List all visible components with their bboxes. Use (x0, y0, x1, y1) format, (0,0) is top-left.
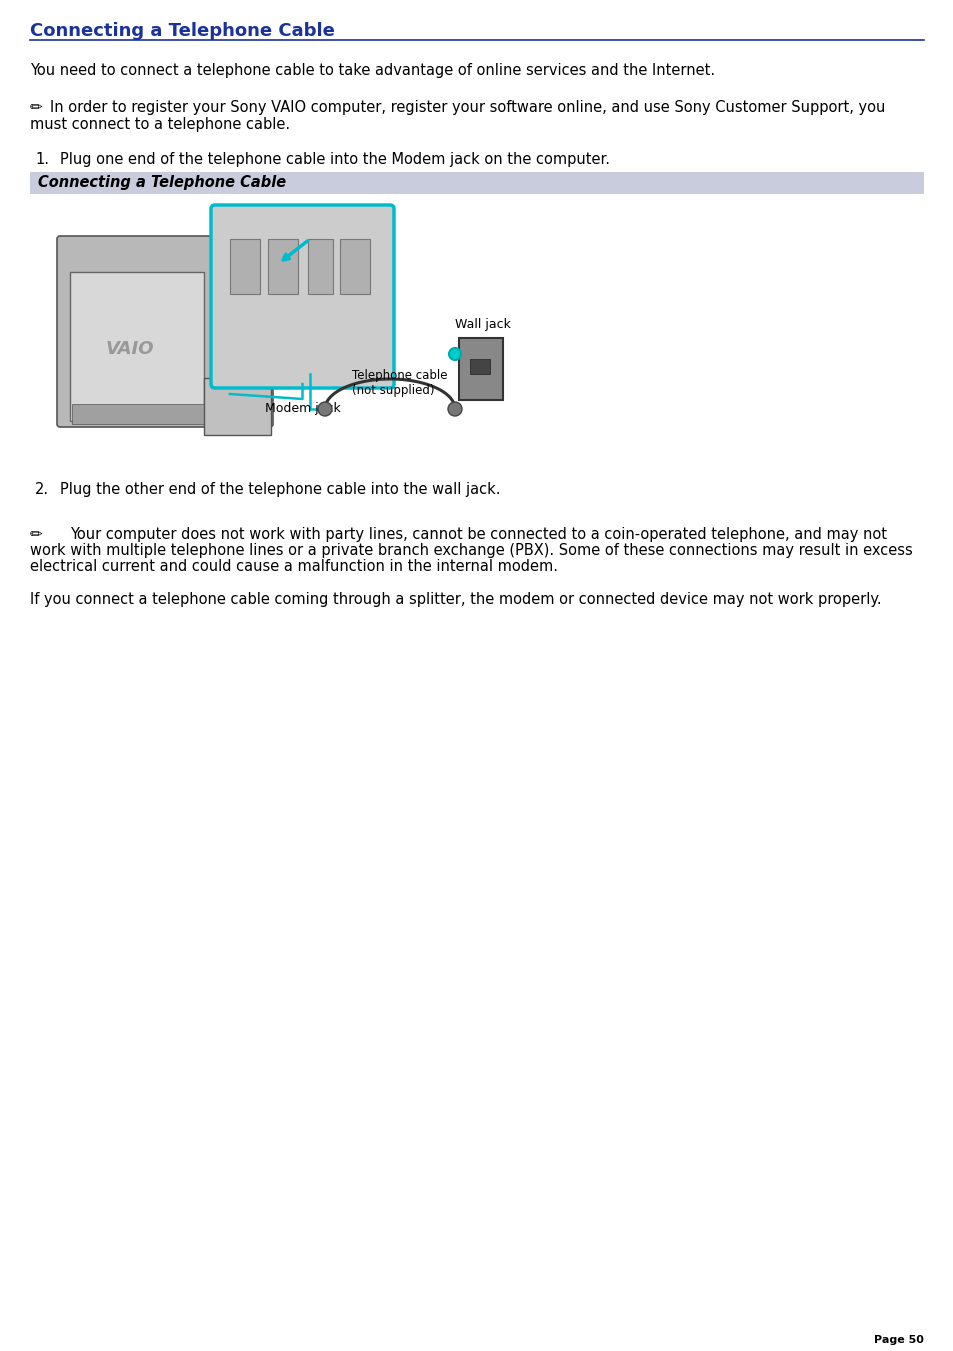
Circle shape (317, 403, 332, 416)
FancyBboxPatch shape (30, 172, 923, 195)
Text: 1.: 1. (35, 153, 49, 168)
Circle shape (449, 349, 460, 359)
Text: work with multiple telephone lines or a private branch exchange (PBX). Some of t: work with multiple telephone lines or a … (30, 543, 912, 558)
Text: You need to connect a telephone cable to take advantage of online services and t: You need to connect a telephone cable to… (30, 63, 715, 78)
Text: In order to register your Sony VAIO computer, register your software online, and: In order to register your Sony VAIO comp… (50, 100, 884, 115)
Bar (470, 359, 490, 374)
Text: If you connect a telephone cable coming through a splitter, the modem or connect: If you connect a telephone cable coming … (30, 592, 881, 607)
Text: Modem jack: Modem jack (264, 403, 340, 415)
Text: ✏: ✏ (30, 527, 43, 542)
Bar (308, 239, 333, 295)
Bar (230, 239, 260, 295)
Circle shape (448, 403, 461, 416)
Text: Telephone cable
(not supplied): Telephone cable (not supplied) (352, 369, 447, 397)
FancyBboxPatch shape (458, 338, 502, 400)
Text: must connect to a telephone cable.: must connect to a telephone cable. (30, 118, 290, 132)
Text: Connecting a Telephone Cable: Connecting a Telephone Cable (38, 176, 286, 190)
FancyBboxPatch shape (57, 236, 273, 427)
Text: Your computer does not work with party lines, cannot be connected to a coin-oper: Your computer does not work with party l… (70, 527, 886, 542)
Text: Page 50: Page 50 (873, 1335, 923, 1346)
Bar (268, 239, 297, 295)
FancyBboxPatch shape (70, 272, 204, 422)
Text: electrical current and could cause a malfunction in the internal modem.: electrical current and could cause a mal… (30, 559, 558, 574)
Bar (339, 239, 370, 295)
FancyBboxPatch shape (71, 404, 270, 424)
Text: ✏: ✏ (30, 100, 43, 115)
Text: Plug one end of the telephone cable into the Modem jack on the computer.: Plug one end of the telephone cable into… (60, 153, 609, 168)
FancyBboxPatch shape (204, 378, 271, 435)
FancyBboxPatch shape (211, 205, 394, 388)
Text: Plug the other end of the telephone cable into the wall jack.: Plug the other end of the telephone cabl… (60, 482, 500, 497)
Text: Connecting a Telephone Cable: Connecting a Telephone Cable (30, 22, 335, 41)
FancyBboxPatch shape (30, 195, 923, 454)
Text: Wall jack: Wall jack (455, 317, 511, 331)
Text: VAIO: VAIO (106, 340, 154, 358)
Text: 2.: 2. (35, 482, 49, 497)
